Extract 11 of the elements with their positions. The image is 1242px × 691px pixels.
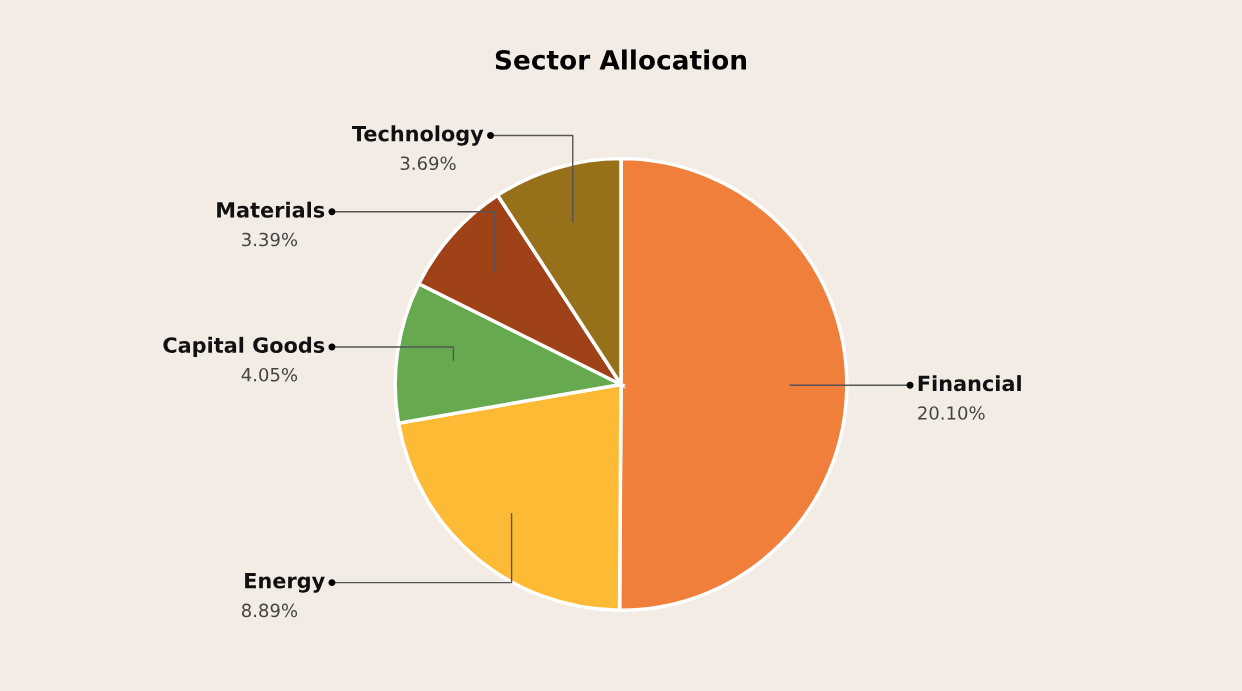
slice-label: Financial <box>918 375 1021 392</box>
slice-label: Capital Goods <box>163 336 325 358</box>
chart-title: Sector Allocation <box>495 49 747 70</box>
slice-label: Materials <box>217 201 325 218</box>
data-label: 4.05% <box>241 367 298 382</box>
slice-label: Technology <box>352 125 484 146</box>
data-label: 20.10% <box>918 406 985 420</box>
data-label: 3.69% <box>400 156 456 171</box>
data-label: 8.89% <box>241 603 298 618</box>
data-label: 3.39% <box>242 232 298 247</box>
slice-label: Energy <box>245 573 325 593</box>
